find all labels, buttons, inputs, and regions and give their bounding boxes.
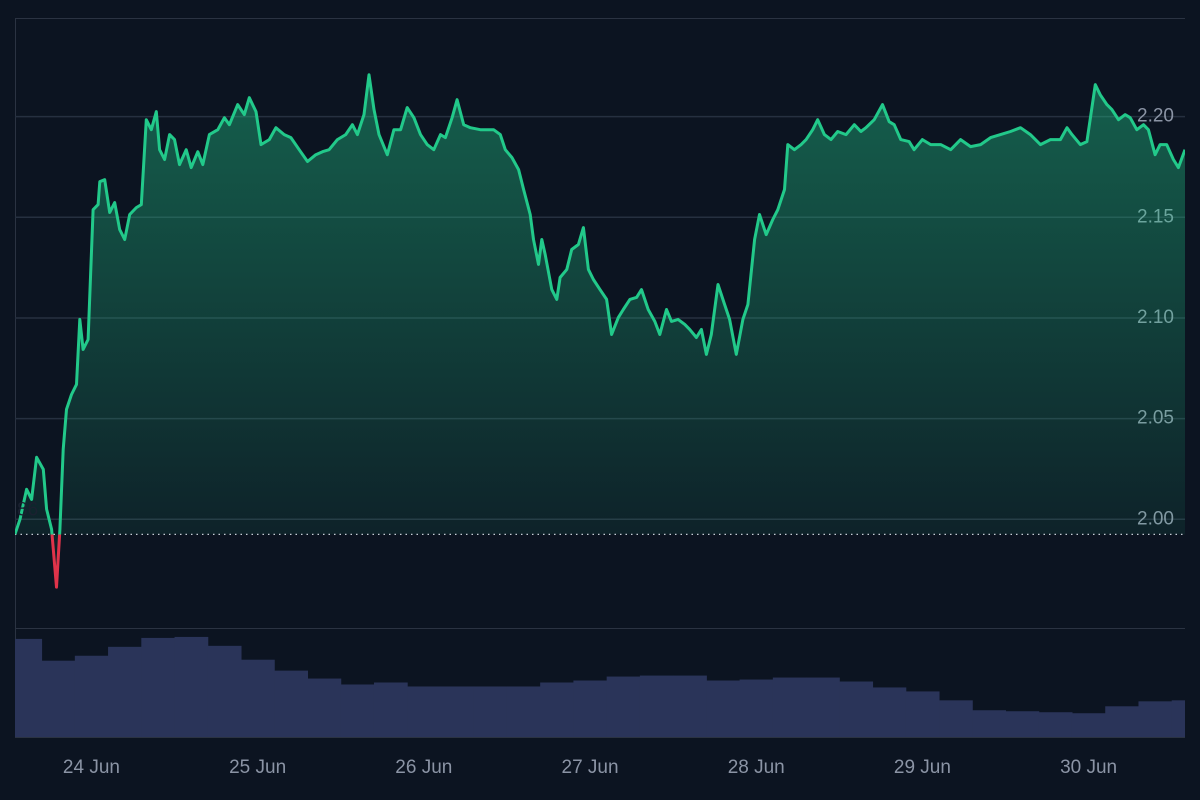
volume-bar bbox=[1038, 712, 1073, 737]
volume-bar bbox=[739, 679, 774, 737]
y-tick-label: 2.20 bbox=[1137, 106, 1174, 127]
volume-bar bbox=[74, 655, 109, 737]
baseline-label: 86 bbox=[17, 499, 38, 520]
volume-bar bbox=[1171, 700, 1185, 737]
volume-bar bbox=[606, 676, 641, 737]
volume-bar bbox=[706, 680, 741, 737]
volume-bar bbox=[972, 710, 1007, 737]
volume-bar bbox=[540, 682, 574, 737]
volume-bar bbox=[15, 638, 43, 737]
price-area bbox=[15, 74, 1185, 588]
volume-bar bbox=[1005, 711, 1040, 737]
volume-bar bbox=[241, 659, 275, 737]
volume-bar bbox=[1071, 713, 1106, 737]
volume-bar bbox=[573, 680, 608, 737]
volume-bar bbox=[407, 686, 441, 737]
x-tick-label: 24 Jun bbox=[63, 757, 120, 778]
volume-bar bbox=[141, 637, 176, 737]
volume-bar bbox=[905, 691, 940, 737]
volume-bar bbox=[673, 675, 707, 737]
x-tick-label: 27 Jun bbox=[562, 757, 619, 778]
volume-bar bbox=[806, 677, 840, 737]
volume-bar bbox=[108, 646, 142, 737]
volume-bar bbox=[41, 660, 76, 737]
volume-bar bbox=[1138, 701, 1173, 737]
x-tick-label: 25 Jun bbox=[229, 757, 286, 778]
volume-bar bbox=[506, 686, 541, 737]
volume-bar bbox=[340, 684, 375, 737]
x-tick-label: 29 Jun bbox=[894, 757, 951, 778]
volume-bar bbox=[174, 636, 209, 737]
x-tick-label: 28 Jun bbox=[728, 757, 785, 778]
volume-bar bbox=[772, 677, 807, 737]
volume-bar bbox=[307, 678, 342, 737]
volume-bar bbox=[1105, 706, 1139, 737]
volume-bar bbox=[373, 682, 408, 737]
volume-bars bbox=[15, 636, 1185, 737]
volume-bar bbox=[939, 700, 973, 737]
volume-bar bbox=[274, 670, 308, 737]
volume-bar bbox=[473, 686, 508, 737]
x-tick-label: 26 Jun bbox=[395, 757, 452, 778]
price-line bbox=[15, 73, 1185, 589]
volume-bar bbox=[839, 681, 874, 737]
volume-bar bbox=[207, 645, 242, 737]
x-tick-label: 30 Jun bbox=[1060, 757, 1117, 778]
volume-bar bbox=[440, 686, 475, 737]
volume-bar bbox=[872, 687, 907, 737]
volume-bar bbox=[639, 675, 674, 737]
